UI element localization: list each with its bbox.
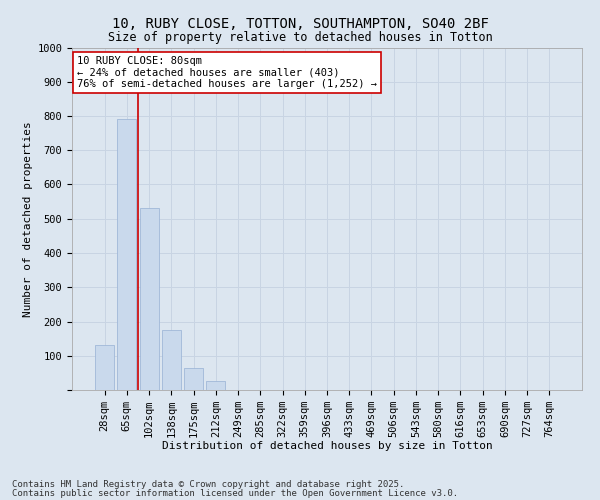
Bar	[206, 382, 225, 390]
Bar	[118, 120, 136, 390]
Y-axis label: Number of detached properties: Number of detached properties	[23, 121, 33, 316]
Bar	[162, 330, 181, 390]
Bar	[184, 368, 203, 390]
Text: Size of property relative to detached houses in Totton: Size of property relative to detached ho…	[107, 31, 493, 44]
Bar	[95, 346, 114, 390]
X-axis label: Distribution of detached houses by size in Totton: Distribution of detached houses by size …	[161, 442, 493, 452]
Text: Contains HM Land Registry data © Crown copyright and database right 2025.: Contains HM Land Registry data © Crown c…	[12, 480, 404, 489]
Bar	[140, 208, 158, 390]
Text: 10, RUBY CLOSE, TOTTON, SOUTHAMPTON, SO40 2BF: 10, RUBY CLOSE, TOTTON, SOUTHAMPTON, SO4…	[112, 18, 488, 32]
Text: 10 RUBY CLOSE: 80sqm
← 24% of detached houses are smaller (403)
76% of semi-deta: 10 RUBY CLOSE: 80sqm ← 24% of detached h…	[77, 56, 377, 90]
Text: Contains public sector information licensed under the Open Government Licence v3: Contains public sector information licen…	[12, 488, 458, 498]
